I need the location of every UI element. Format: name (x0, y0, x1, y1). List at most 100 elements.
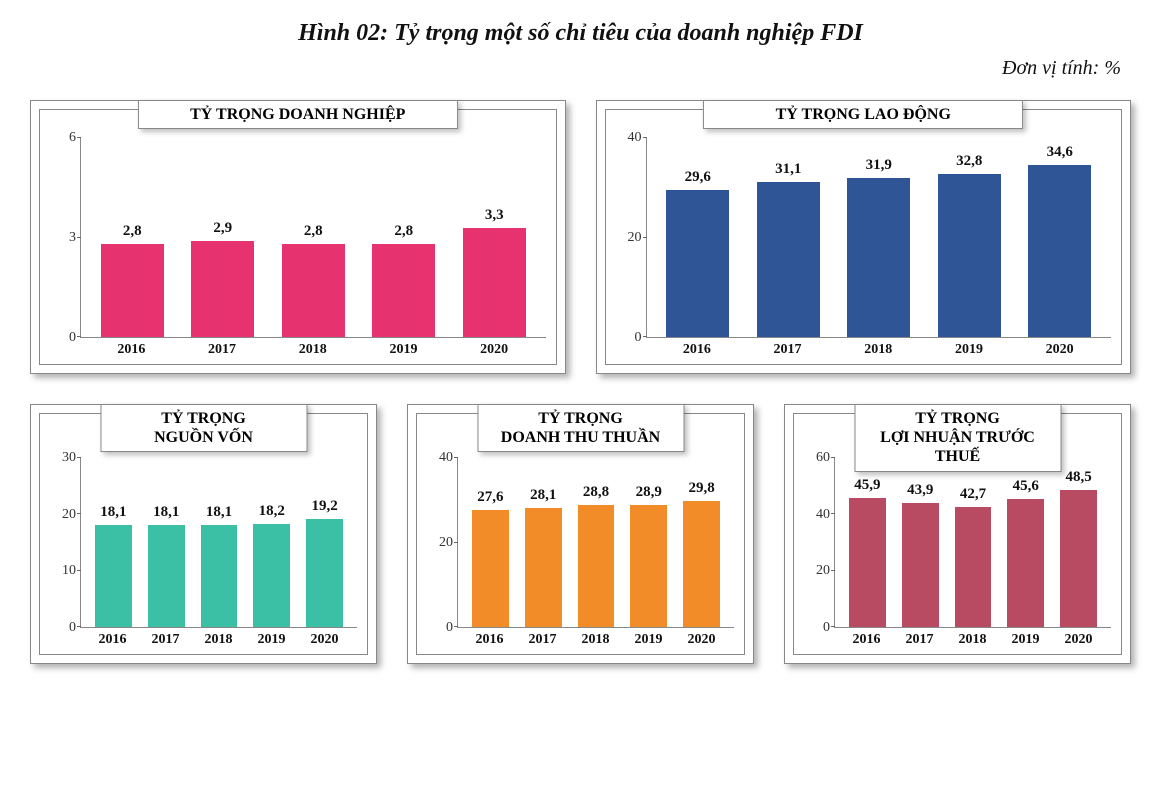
bar (282, 244, 345, 337)
bar-value-label: 3,3 (485, 207, 504, 224)
chart-title-box: TỶ TRỌNG NGUỒN VỐN (100, 404, 307, 452)
x-label: 2016 (652, 342, 743, 358)
bars-container: 27,628,128,828,929,8 (458, 458, 734, 627)
bar-value-label: 31,1 (775, 161, 801, 178)
plot-area: 0204029,631,131,932,834,6 (616, 138, 1112, 338)
x-label: 2017 (516, 632, 569, 648)
bar (938, 174, 1001, 337)
x-axis-labels: 20162017201820192020 (646, 342, 1112, 358)
bar-group: 45,9 (841, 458, 894, 627)
bar (463, 228, 526, 337)
bar-group: 42,7 (947, 458, 1000, 627)
x-axis-labels: 20162017201820192020 (80, 632, 357, 648)
y-tick-label: 0 (69, 620, 76, 636)
bar-value-label: 28,1 (530, 487, 556, 504)
x-label: 2016 (86, 342, 177, 358)
bar (683, 501, 720, 627)
bar (1060, 490, 1097, 627)
bar-group: 27,6 (464, 458, 517, 627)
bar-group: 28,9 (622, 458, 675, 627)
bar-value-label: 45,6 (1013, 478, 1039, 495)
bar-group: 28,8 (570, 458, 623, 627)
bar (525, 508, 562, 627)
bar-group: 32,8 (924, 138, 1015, 337)
bar-group: 18,1 (193, 458, 246, 627)
bar (101, 244, 164, 337)
bar (849, 498, 886, 627)
plot-area: 0204027,628,128,828,929,8 (427, 458, 734, 628)
bar-group: 45,6 (999, 458, 1052, 627)
x-label: 2016 (840, 632, 893, 648)
bar-value-label: 28,8 (583, 484, 609, 501)
bar-value-label: 2,8 (123, 223, 142, 240)
bar-group: 3,3 (449, 138, 540, 337)
bar-group: 2,8 (359, 138, 450, 337)
bar-group: 43,9 (894, 458, 947, 627)
y-tick-label: 20 (628, 230, 642, 246)
x-label: 2018 (946, 632, 999, 648)
bar (253, 524, 290, 627)
bar-value-label: 2,9 (213, 220, 232, 237)
chart-panel-lao-dong: TỶ TRỌNG LAO ĐỘNG0204029,631,131,932,834… (596, 100, 1132, 374)
chart-title-box: TỶ TRỌNG DOANH THU THUẦN (477, 404, 684, 452)
chart-inner: 0362,82,92,82,83,320162017201820192020 (39, 109, 557, 365)
chart-title: TỶ TRỌNG NGUỒN VỐN (115, 409, 292, 447)
chart-panel-doanh-thu-thuan: TỶ TRỌNG DOANH THU THUẦN0204027,628,128,… (407, 404, 754, 664)
y-axis: 036 (50, 138, 80, 338)
x-label: 2016 (86, 632, 139, 648)
bar (372, 244, 435, 337)
x-axis-labels: 20162017201820192020 (834, 632, 1111, 648)
bar (847, 178, 910, 337)
x-axis-labels: 20162017201820192020 (457, 632, 734, 648)
bar-group: 48,5 (1052, 458, 1105, 627)
y-axis: 0102030 (50, 458, 80, 628)
bar (95, 525, 132, 627)
bottom-row: TỶ TRỌNG NGUỒN VỐN010203018,118,118,118,… (30, 404, 1131, 664)
bar-value-label: 18,1 (153, 504, 179, 521)
x-label: 2020 (1052, 632, 1105, 648)
bar-group: 2,9 (178, 138, 269, 337)
x-label: 2020 (1014, 342, 1105, 358)
y-tick-label: 0 (823, 620, 830, 636)
bar-group: 29,6 (653, 138, 744, 337)
chart-title-box: TỶ TRỌNG LỢI NHUẬN TRƯỚC THUẾ (854, 404, 1061, 472)
bar-value-label: 27,6 (477, 489, 503, 506)
y-axis: 02040 (616, 138, 646, 338)
x-label: 2019 (924, 342, 1015, 358)
bar (902, 503, 939, 627)
x-label: 2017 (139, 632, 192, 648)
bar (666, 190, 729, 337)
x-label: 2018 (267, 342, 358, 358)
y-tick-label: 3 (69, 230, 76, 246)
x-label: 2020 (675, 632, 728, 648)
unit-label: Đơn vị tính: % (30, 57, 1131, 80)
x-label: 2017 (893, 632, 946, 648)
x-label: 2020 (298, 632, 351, 648)
bar (148, 525, 185, 627)
x-label: 2018 (569, 632, 622, 648)
bar (578, 505, 615, 627)
bar-group: 31,9 (834, 138, 925, 337)
bar-value-label: 42,7 (960, 486, 986, 503)
bar-value-label: 19,2 (311, 498, 337, 515)
bar-value-label: 29,6 (685, 169, 711, 186)
bars-container: 45,9 43,9 42,7 45,6 48,5 (835, 458, 1111, 627)
bar-value-label: 18,2 (259, 503, 285, 520)
bar (306, 519, 343, 627)
x-label: 2019 (999, 632, 1052, 648)
chart-title: TỶ TRỌNG DOANH NGHIỆP (153, 105, 443, 124)
bar (1028, 165, 1091, 337)
y-tick-label: 40 (816, 507, 830, 523)
bar-value-label: 43,9 (907, 482, 933, 499)
bar-group: 28,1 (517, 458, 570, 627)
bars-container: 2,8 2,9 2,8 2,8 3,3 (81, 138, 546, 337)
y-tick-label: 60 (816, 450, 830, 466)
bar-value-label: 2,8 (304, 223, 323, 240)
chart-inner: 0204029,631,131,932,834,6201620172018201… (605, 109, 1123, 365)
plot-area: 036 2,8 2,9 2,8 2,8 3,3 (50, 138, 546, 338)
y-tick-label: 0 (69, 330, 76, 346)
x-label: 2016 (463, 632, 516, 648)
bar (955, 507, 992, 627)
bar-group: 18,1 (140, 458, 193, 627)
y-tick-label: 20 (816, 563, 830, 579)
